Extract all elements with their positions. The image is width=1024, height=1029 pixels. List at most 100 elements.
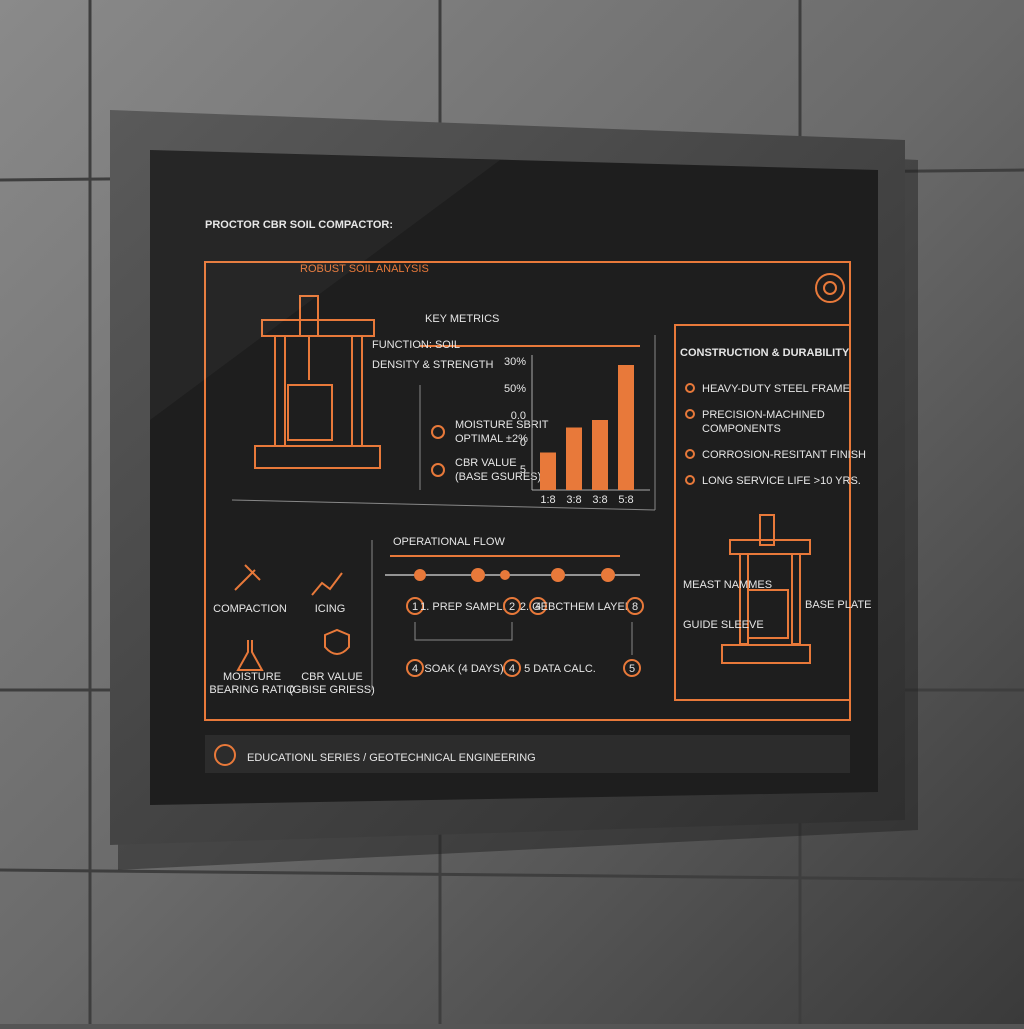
- flow-arrows: [414, 569, 426, 581]
- feature-icon: [234, 564, 261, 591]
- title: PROCTOR CBR SOIL COMPACTOR:: [205, 219, 393, 231]
- step-circle: [503, 659, 521, 677]
- metric-text: OPTIMAL ±2%: [455, 433, 528, 445]
- flow-arrows: [551, 568, 565, 582]
- metric-text: (BASE GSURES): [455, 471, 541, 483]
- step-label: 4: [535, 601, 541, 613]
- footer-bar: [205, 735, 850, 773]
- machine-drawing: [254, 445, 381, 469]
- icon-label: (GBISE GRIESS): [289, 684, 375, 696]
- list-item: COMPONENTS: [702, 423, 781, 435]
- machine-drawing: [287, 384, 333, 441]
- bar: [540, 452, 556, 490]
- flow-arrows: [500, 570, 510, 580]
- step-circle: [529, 597, 547, 615]
- step-label: SOAK (4 DAYS): [424, 663, 503, 675]
- subtitle: ROBUST SOIL ANALYSIS: [300, 263, 429, 275]
- step-label: 4: [412, 663, 418, 675]
- globe-icon: [214, 744, 236, 766]
- gear-icon: [823, 281, 837, 295]
- glare: [150, 150, 500, 420]
- bar: [566, 427, 582, 490]
- flask-icon: [431, 425, 445, 477]
- list-item: LONG SERVICE LIFE >10 YRS.: [702, 475, 861, 487]
- flask-icon: [431, 425, 445, 439]
- step-circle: [503, 597, 521, 615]
- flow-arrows: [601, 568, 615, 582]
- step-circle: [623, 659, 641, 677]
- section-title: KEY METRICS: [425, 313, 499, 325]
- flow-arrows: [385, 568, 640, 582]
- panel: [674, 324, 851, 701]
- list-item: HEAVY-DUTY STEEL FRAME: [702, 383, 850, 395]
- icon-label: MOISTURE: [223, 671, 281, 683]
- bar: [618, 365, 634, 490]
- bar: [592, 420, 608, 490]
- step-circle: [406, 597, 424, 615]
- x-label: 3:8: [566, 494, 581, 506]
- construction-list: HEAVY-DUTY STEEL FRAME PRECISION-MACHINED…: [685, 383, 866, 487]
- feature-icon: [311, 572, 343, 596]
- bullet-icon: [685, 475, 695, 485]
- machine-drawing: [747, 589, 789, 639]
- list-item: PRECISION-MACHINED: [702, 409, 825, 421]
- step-label: 5: [629, 663, 635, 675]
- icon-label: BEARING RATIO: [209, 684, 295, 696]
- flask-icon: [431, 463, 445, 477]
- bullet-icon: [685, 409, 695, 419]
- part-label: BASE PLATE: [805, 599, 871, 611]
- section-title: OPERATIONAL FLOW: [393, 536, 505, 548]
- step-label: 8: [632, 601, 638, 613]
- icon-label: CBR VALUE: [301, 671, 363, 683]
- icon-label: COMPACTION: [213, 603, 287, 615]
- feature-icon: [234, 564, 350, 671]
- machine-drawing: [254, 295, 381, 469]
- frame: [150, 150, 878, 805]
- wall: [0, 868, 1024, 882]
- step-label: 4: [509, 663, 515, 675]
- step-label: 1. PREP SAMPLE: [420, 601, 510, 613]
- step-circle: [626, 597, 644, 615]
- step-label: 2: [509, 601, 515, 613]
- function-text: FUNCTION: SOIL: [372, 339, 460, 351]
- step-label: 5 DATA CALC.: [524, 663, 596, 675]
- frame: [110, 110, 918, 870]
- bar-chart: 30% 50% 0.0 0 5 1:8 3:8 3:8 5:8: [504, 355, 650, 506]
- bullet-icon: [685, 449, 695, 459]
- y-label: 0.0: [511, 410, 526, 422]
- function-text: DENSITY & STRENGTH: [372, 359, 493, 371]
- part-label: MEAST NAMMES: [683, 579, 772, 591]
- y-label: 0: [520, 437, 526, 449]
- feature-icon: [236, 640, 264, 671]
- bullet-icon: [685, 383, 695, 393]
- y-label: 50%: [504, 383, 526, 395]
- divider: [231, 499, 656, 511]
- part-label: GUIDE SLEEVE: [683, 619, 764, 631]
- icon-label: ICING: [315, 603, 346, 615]
- x-label: 5:8: [618, 494, 633, 506]
- flow-arrows: [471, 568, 485, 582]
- y-label: 5: [520, 464, 526, 476]
- x-label: 3:8: [592, 494, 607, 506]
- gear-icon: [815, 273, 845, 303]
- step-label: 2. GEBCTHEM LAYERS: [520, 601, 640, 613]
- list-item: CORROSION-RESITANT FINISH: [702, 449, 866, 461]
- machine-drawing: [721, 644, 811, 664]
- x-label: 1:8: [540, 494, 555, 506]
- feature-icon: [324, 628, 350, 655]
- metric-text: CBR VALUE: [455, 457, 517, 469]
- machine-drawing: [729, 539, 811, 555]
- flow-steps: [414, 622, 633, 655]
- y-label: 30%: [504, 356, 526, 368]
- gear-icon: [815, 273, 845, 303]
- step-circle: [406, 659, 424, 677]
- metric-text: MOISTURE SBRIT: [455, 419, 549, 431]
- footer-text: EDUCATIONL SERIES / GEOTECHNICAL ENGINEE…: [247, 752, 536, 764]
- step-label: 1: [412, 601, 418, 613]
- machine-drawing: [759, 514, 775, 546]
- machine-drawing: [721, 514, 811, 664]
